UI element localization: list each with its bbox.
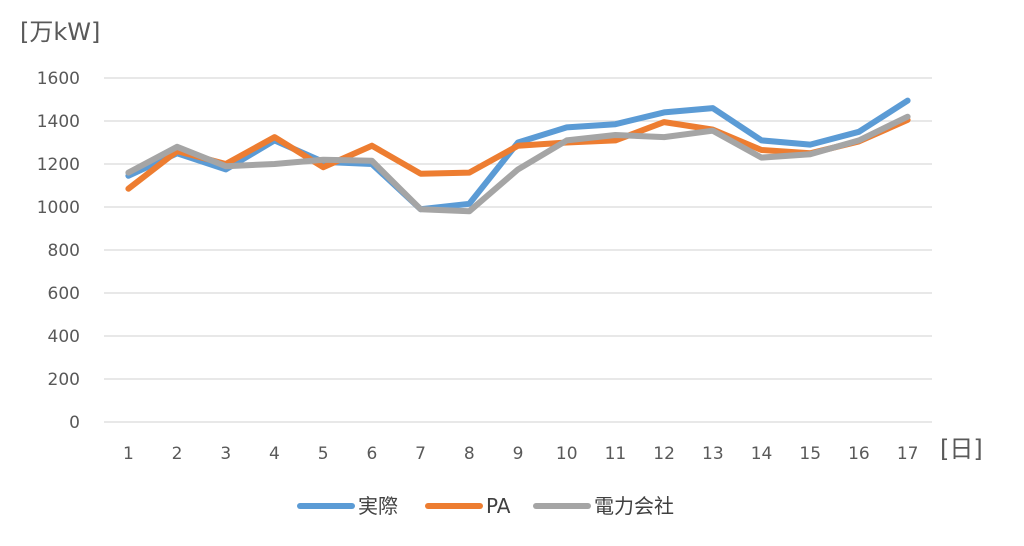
- y-tick-label: 400: [48, 327, 80, 347]
- series-line-1: [125, 97, 911, 213]
- legend-label-1: 実際: [358, 494, 398, 518]
- y-tick-label: 600: [48, 284, 80, 304]
- y-tick-label: 1600: [37, 69, 80, 89]
- x-tick-label: 13: [702, 444, 724, 464]
- gridlines: [104, 77, 932, 423]
- x-tick-label: 10: [556, 444, 578, 464]
- x-tick-label: 8: [464, 444, 475, 464]
- y-tick-label: 800: [48, 241, 80, 261]
- x-tick-label: 1: [123, 444, 134, 464]
- x-tick-label: 6: [366, 444, 377, 464]
- legend-label-3: 電力会社: [594, 494, 674, 518]
- x-axis-ticks: 1 2 3 4 5 6 7 8 9 10 11 12 13 14 15 16 17: [123, 444, 919, 464]
- x-tick-label: 5: [318, 444, 329, 464]
- x-tick-label: 14: [751, 444, 773, 464]
- series-line-3: [125, 113, 911, 215]
- y-tick-label: 1000: [37, 198, 80, 218]
- x-tick-label: 9: [513, 444, 524, 464]
- x-tick-label: 15: [799, 444, 821, 464]
- y-tick-label: 1200: [37, 155, 80, 175]
- x-tick-label: 7: [415, 444, 426, 464]
- x-tick-label: 12: [653, 444, 675, 464]
- y-tick-label: 1400: [37, 112, 80, 132]
- x-tick-label: 2: [172, 444, 183, 464]
- x-tick-label: 4: [269, 444, 280, 464]
- y-tick-label: 200: [48, 370, 80, 390]
- legend: 実際 PA 電力会社: [297, 494, 674, 518]
- x-tick-label: 11: [605, 444, 627, 464]
- legend-label-2: PA: [486, 494, 511, 518]
- series-lines: [125, 97, 911, 215]
- x-tick-label: 17: [897, 444, 919, 464]
- x-tick-label: 16: [848, 444, 870, 464]
- y-tick-label: 0: [69, 413, 80, 433]
- x-tick-label: 3: [220, 444, 231, 464]
- x-axis-unit-label: [日]: [940, 435, 983, 463]
- series-line-2: [125, 116, 911, 192]
- y-axis-ticks: 0 200 400 600 800 1000 1200 1400 1600: [37, 69, 80, 433]
- y-axis-unit-label: [万kW]: [20, 18, 100, 46]
